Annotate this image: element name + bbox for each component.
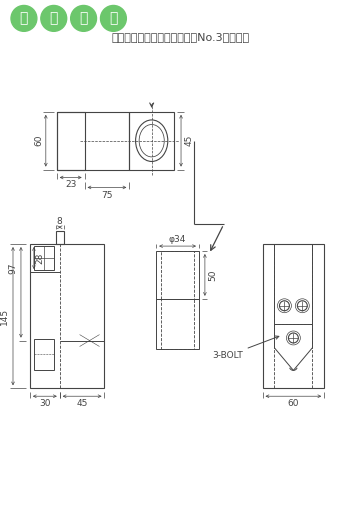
Text: 8: 8 [57, 217, 63, 226]
Text: 45: 45 [76, 399, 88, 408]
Circle shape [41, 5, 67, 31]
Bar [156, 251, 199, 299]
Bar [161, 251, 194, 299]
Bar [161, 299, 194, 348]
Text: φ34: φ34 [169, 235, 186, 244]
Text: 図: 図 [80, 12, 88, 25]
Circle shape [11, 5, 37, 31]
Text: 23: 23 [65, 180, 76, 189]
Text: 面: 面 [109, 12, 118, 25]
Bar [57, 112, 129, 170]
Circle shape [279, 301, 289, 311]
Text: 97: 97 [9, 263, 18, 274]
Bar [57, 112, 85, 170]
Text: 60: 60 [288, 399, 299, 408]
Bar [262, 244, 324, 388]
Text: 45: 45 [184, 135, 193, 146]
Text: 30: 30 [39, 399, 50, 408]
Bar [156, 299, 199, 348]
Text: 50: 50 [208, 269, 217, 281]
Bar [34, 246, 54, 270]
Text: 28: 28 [35, 253, 44, 264]
Bar [34, 339, 54, 370]
Circle shape [71, 5, 96, 31]
Bar [274, 244, 312, 324]
Bar [30, 244, 104, 388]
Text: 75: 75 [101, 191, 113, 200]
Text: 形: 形 [50, 12, 58, 25]
Text: 60: 60 [34, 135, 43, 146]
Bar [129, 112, 174, 170]
Circle shape [100, 5, 126, 31]
Text: 3-BOLT: 3-BOLT [212, 336, 279, 361]
Bar [56, 231, 64, 244]
Text: 「ホームミラー本体付属品（No.3金具）」: 「ホームミラー本体付属品（No.3金具）」 [112, 32, 250, 42]
Circle shape [297, 301, 307, 311]
Circle shape [288, 333, 298, 343]
Text: 145: 145 [0, 308, 9, 325]
Text: 外: 外 [20, 12, 28, 25]
